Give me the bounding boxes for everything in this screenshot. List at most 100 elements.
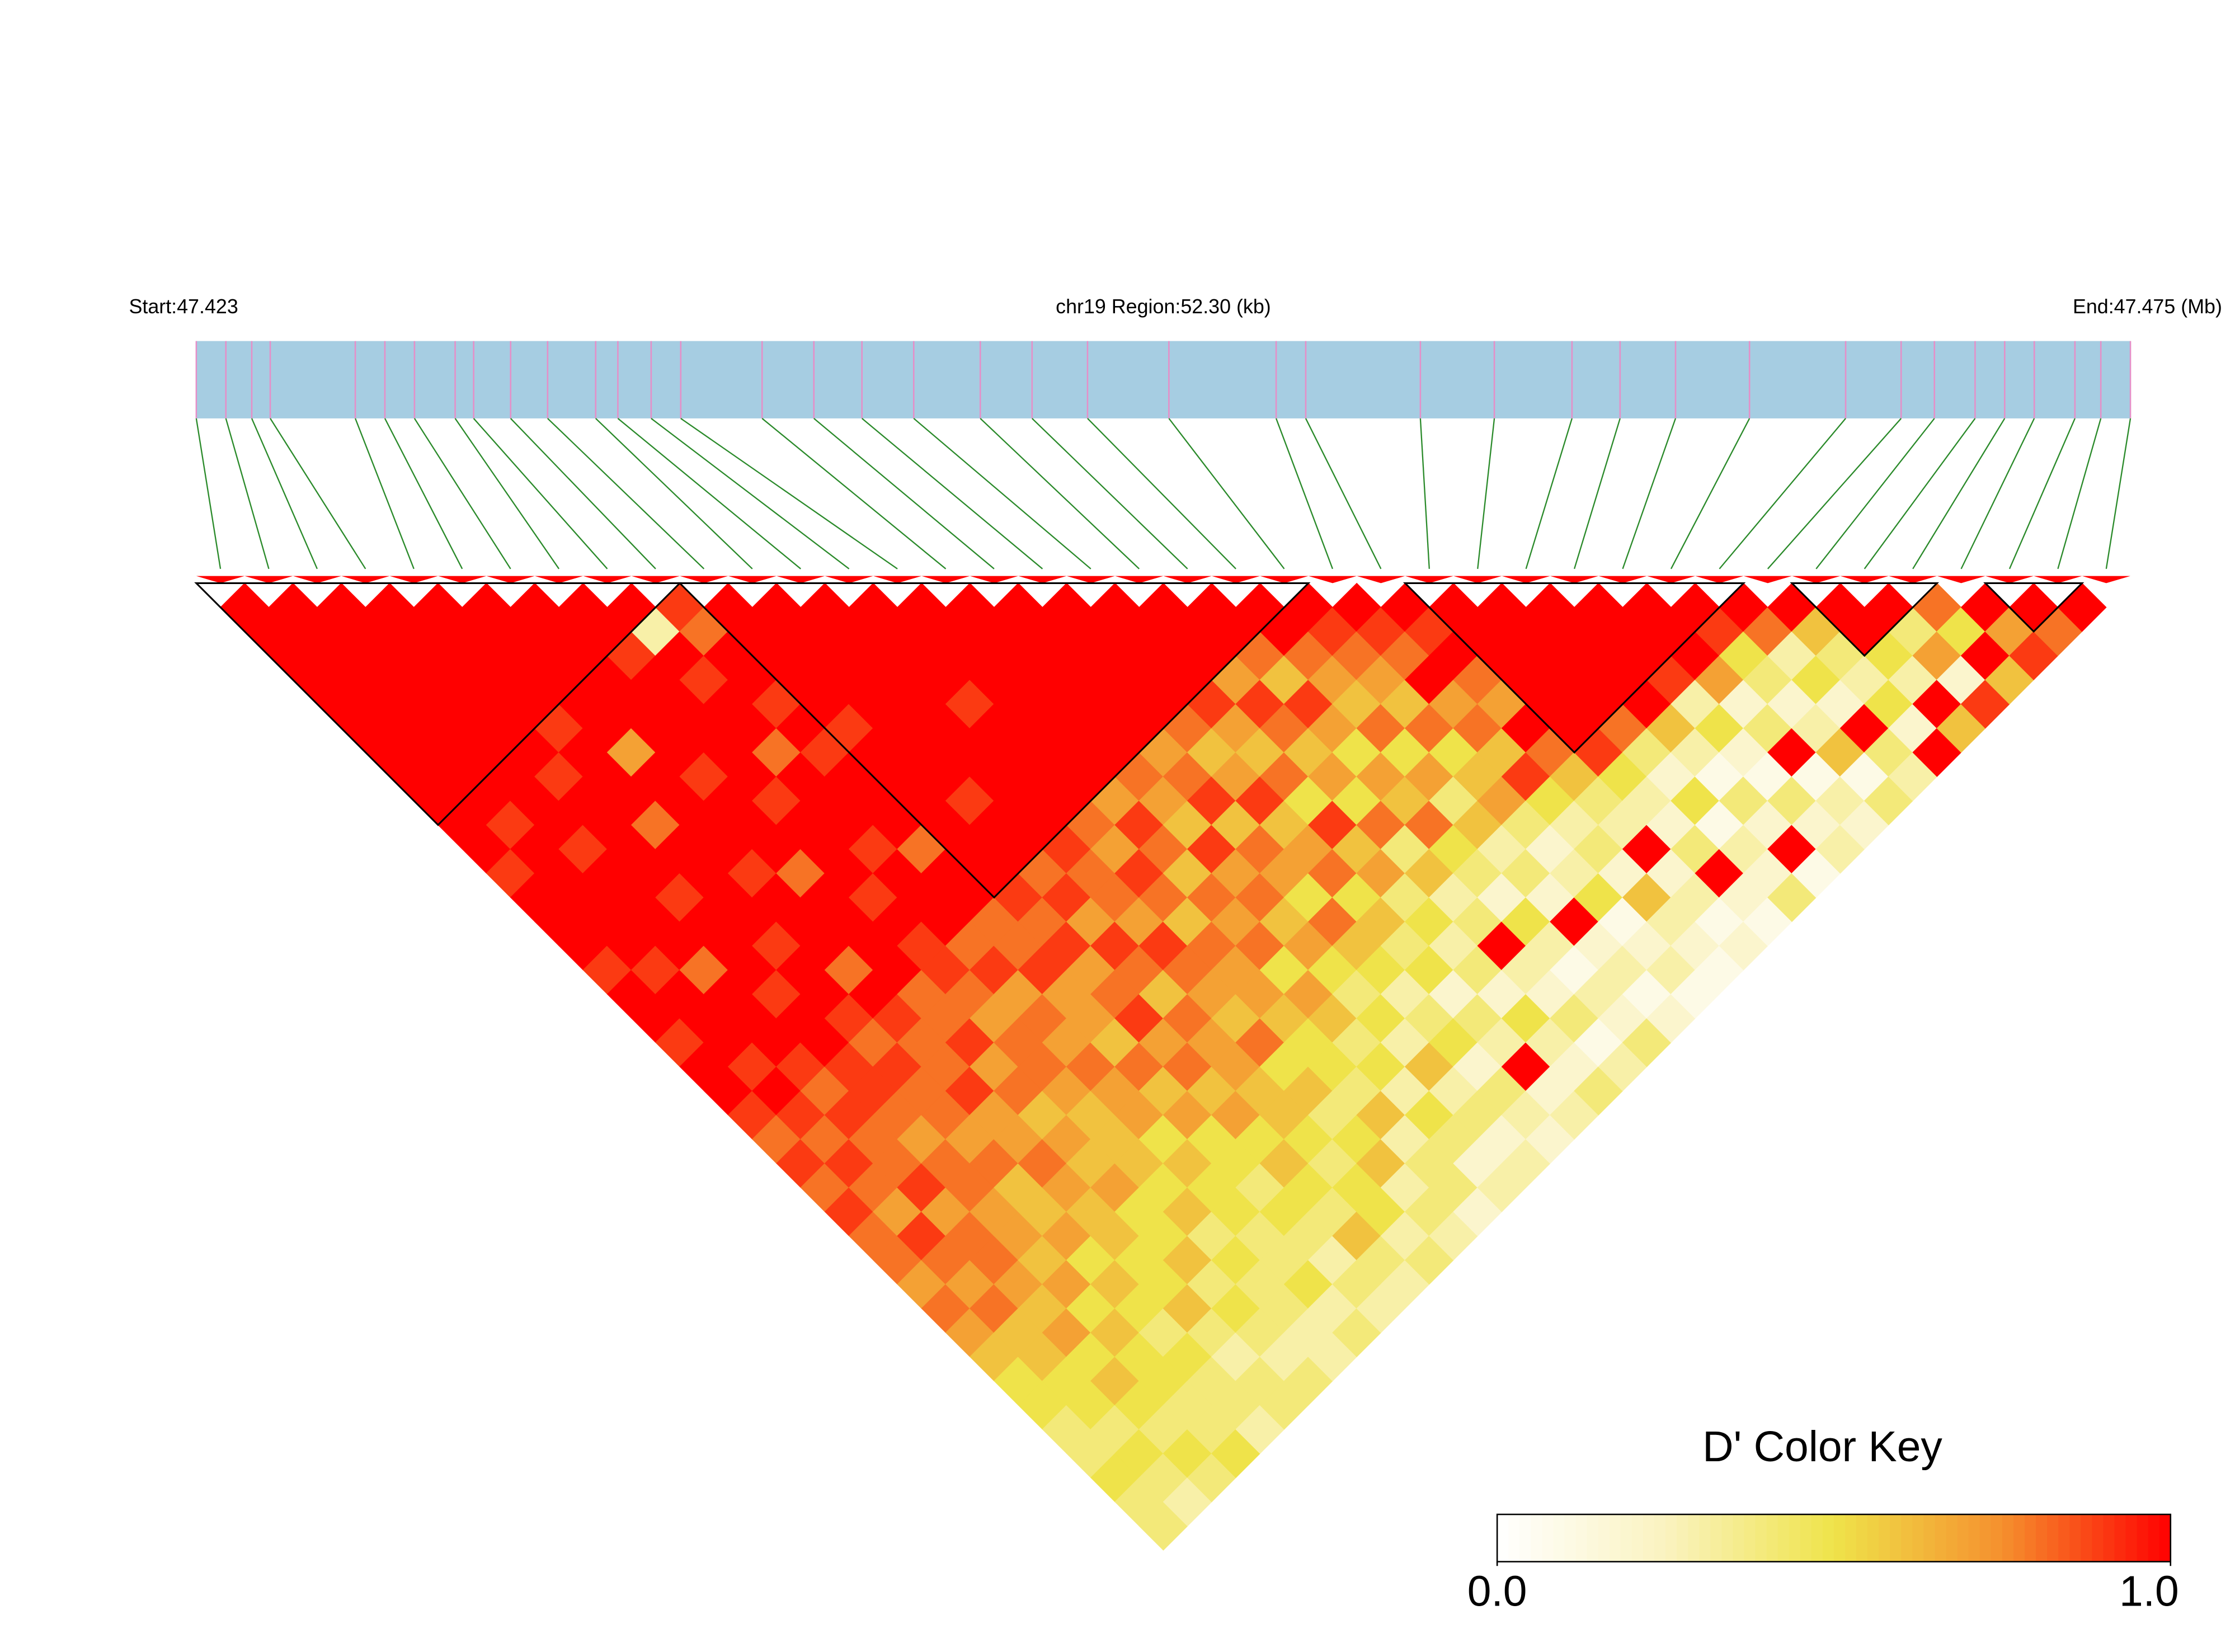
snp-marker xyxy=(1066,576,1116,583)
snp-marker xyxy=(921,576,970,583)
snp-connector xyxy=(1275,418,1334,570)
snp-connector xyxy=(1168,418,1285,570)
colorkey-swatch xyxy=(2125,1514,2138,1562)
colorkey-swatch xyxy=(1968,1514,1981,1562)
snp-marker xyxy=(1163,576,1212,583)
colorkey-swatch xyxy=(2024,1514,2037,1562)
haplotype-block xyxy=(677,582,1311,899)
snp-marker xyxy=(1646,576,1696,583)
haplotype-block xyxy=(1403,582,1746,754)
colorkey-swatch xyxy=(2114,1514,2126,1562)
snp-connector xyxy=(225,418,270,570)
snp-connector xyxy=(1864,418,1976,570)
snp-connector xyxy=(195,418,222,570)
snp-marker xyxy=(1018,576,1067,583)
snp-marker xyxy=(777,576,825,583)
colorkey-swatch xyxy=(1631,1514,1644,1562)
start-label: Start:47.423 xyxy=(129,295,238,318)
colorkey-swatch xyxy=(1822,1514,1835,1562)
snp-connector xyxy=(1087,418,1236,570)
colorkey-swatch xyxy=(1856,1514,1869,1562)
snp-marker xyxy=(1888,576,1937,583)
snp-connector xyxy=(861,418,1043,570)
colorkey-swatch xyxy=(1688,1514,1700,1562)
colorkey-swatch xyxy=(1744,1514,1756,1562)
snp-marker xyxy=(825,576,873,583)
snp-marker xyxy=(1405,576,1454,583)
snp-marker xyxy=(389,576,438,583)
colorkey-swatch xyxy=(1643,1514,1655,1562)
colorkey-swatch xyxy=(1519,1514,1532,1562)
snp-marker xyxy=(631,576,680,583)
colorkey-swatch xyxy=(2047,1514,2059,1562)
snp-connector xyxy=(1719,418,1846,570)
colorkey-swatch xyxy=(1598,1514,1611,1562)
colorkey-swatch xyxy=(1912,1514,1925,1562)
snp-connector xyxy=(761,418,947,570)
snp-connector xyxy=(473,418,608,570)
snp-marker xyxy=(1985,576,2034,583)
haplotype-block xyxy=(194,582,682,826)
haplotype-block xyxy=(1790,582,1940,657)
snp-connector xyxy=(1419,418,1430,569)
snp-connector xyxy=(1305,418,1382,570)
colorkey-swatch xyxy=(1553,1514,1565,1562)
colorkey-swatch xyxy=(2092,1514,2104,1562)
snp-connector xyxy=(1031,418,1188,570)
colorkey-swatch xyxy=(1867,1514,1880,1562)
snp-connector xyxy=(1912,418,2006,570)
snp-connector xyxy=(251,418,318,570)
colorkey-swatch xyxy=(1901,1514,1913,1562)
colorkey-swatch xyxy=(2103,1514,2115,1562)
snp-marker xyxy=(970,576,1019,583)
snp-marker xyxy=(534,576,584,583)
colorkey-tick-label: 1.0 xyxy=(2119,1568,2179,1616)
colorkey-swatch xyxy=(1508,1514,1521,1562)
colorkey-swatch xyxy=(2058,1514,2071,1562)
haplotype-block xyxy=(1983,582,2085,633)
colorkey-swatch xyxy=(1699,1514,1711,1562)
colorkey-swatch xyxy=(1935,1514,1947,1562)
snp-marker xyxy=(728,576,777,583)
snp-connector xyxy=(547,418,705,570)
colorkey-swatch xyxy=(1923,1514,1936,1562)
snp-marker xyxy=(244,576,293,583)
snp-marker xyxy=(1695,576,1744,583)
snp-marker xyxy=(1453,576,1502,583)
snp-connector xyxy=(1525,418,1573,570)
colorkey-swatch xyxy=(1575,1514,1588,1562)
snp-connector xyxy=(454,418,560,570)
snp-marker xyxy=(2034,576,2082,583)
snp-connector xyxy=(2105,418,2132,570)
colorkey-swatch xyxy=(1587,1514,1599,1562)
snp-marker xyxy=(437,576,487,583)
snp-marker xyxy=(873,576,922,583)
snp-marker xyxy=(1937,576,1985,583)
snp-marker xyxy=(196,576,245,583)
snp-marker xyxy=(583,576,632,583)
snp-marker xyxy=(1598,576,1647,583)
snp-connector xyxy=(1767,418,1902,570)
region-label: chr19 Region:52.30 (kb) xyxy=(1056,295,1271,318)
colorkey-swatch xyxy=(1620,1514,1633,1562)
colorkey-swatch xyxy=(2069,1514,2082,1562)
colorkey-swatch xyxy=(2148,1514,2160,1562)
colorkey-swatch xyxy=(1777,1514,1790,1562)
snp-marker xyxy=(1308,576,1357,583)
colorkey-frame xyxy=(1496,1513,2172,1562)
colorkey-swatch xyxy=(1946,1514,1958,1562)
colorkey-swatch xyxy=(1564,1514,1577,1562)
colorkey-swatch xyxy=(1789,1514,1801,1562)
colorkey-swatch xyxy=(1733,1514,1745,1562)
colorkey-swatch xyxy=(1665,1514,1678,1562)
snp-connector xyxy=(980,418,1140,570)
colorkey-swatch xyxy=(2081,1514,2093,1562)
snp-connector xyxy=(384,418,463,570)
colorkey-tick-label: 0.0 xyxy=(1467,1568,1527,1616)
colorkey-swatch xyxy=(2013,1514,2026,1562)
colorkey-swatch xyxy=(1890,1514,1902,1562)
colorkey-swatch xyxy=(2002,1514,2015,1562)
colorkey-swatch xyxy=(1833,1514,1846,1562)
